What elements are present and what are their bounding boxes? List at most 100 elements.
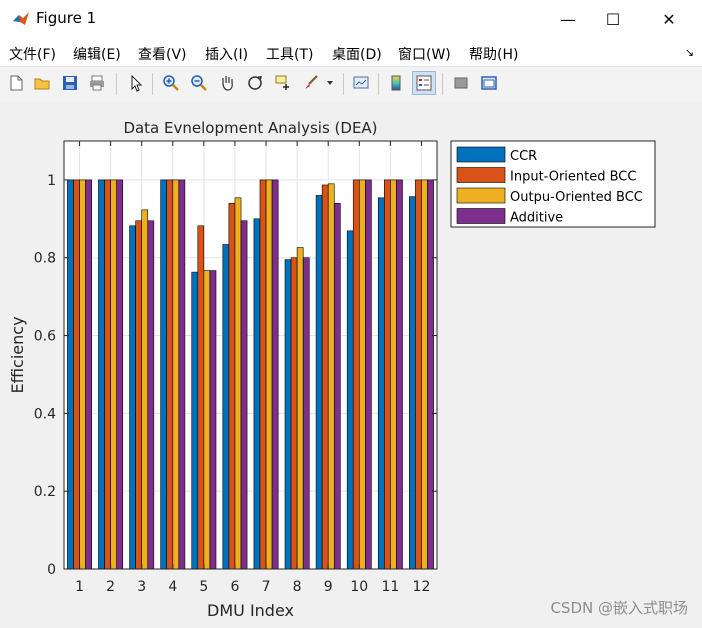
legend-swatch	[456, 167, 506, 183]
colorbar-button[interactable]	[384, 71, 408, 95]
bar[interactable]	[253, 218, 261, 570]
bar[interactable]	[172, 179, 180, 570]
menu-edit[interactable]: 编辑(E)	[73, 47, 121, 63]
pan-button[interactable]	[215, 71, 239, 95]
bar[interactable]	[147, 220, 155, 570]
y-tick-label: 0.2	[34, 484, 56, 500]
bar[interactable]	[141, 209, 149, 570]
legend-entry-label[interactable]: Input-Oriented BCC	[510, 170, 636, 185]
figure-toolbar	[0, 66, 702, 102]
brush-button[interactable]	[299, 71, 323, 95]
bar[interactable]	[265, 179, 273, 570]
menu-help[interactable]: 帮助(H)	[469, 47, 519, 63]
toolbar-separator	[343, 73, 344, 95]
dea-bar-chart[interactable]: 00.20.40.60.811 2 3 4 5 6 7 8 9 10 11 12 Data Evnel…	[0, 101, 702, 628]
pan-hand-icon	[222, 76, 233, 91]
legend-swatch	[456, 187, 506, 204]
bar[interactable]	[290, 257, 298, 570]
y-tick-label: 1	[47, 173, 56, 189]
bar[interactable]	[67, 179, 74, 570]
bar[interactable]	[327, 183, 335, 570]
brush-dropdown-button[interactable]	[323, 71, 337, 95]
rotate-3d-button[interactable]	[243, 71, 267, 95]
print-icon	[90, 75, 104, 91]
bar[interactable]	[321, 184, 329, 570]
data-cursor-button[interactable]	[271, 71, 295, 95]
save-button[interactable]	[58, 71, 82, 95]
open-file-button[interactable]	[30, 71, 54, 95]
bar[interactable]	[284, 259, 292, 570]
bar[interactable]	[234, 197, 242, 570]
bar[interactable]	[191, 271, 199, 570]
legend-entry-label[interactable]: CCR	[510, 149, 537, 164]
zoom-out-button[interactable]	[187, 71, 211, 95]
bar[interactable]	[222, 244, 230, 570]
bar[interactable]	[390, 179, 397, 570]
y-tick-label: 0	[47, 562, 56, 578]
bar[interactable]	[203, 270, 211, 570]
bar[interactable]	[296, 247, 304, 570]
minimize-icon: —	[560, 9, 576, 29]
bar[interactable]	[104, 179, 111, 570]
x-tick-label: 7	[262, 579, 271, 595]
hide-plot-tools-button[interactable]	[449, 71, 473, 95]
legend-entry-label[interactable]: Outpu-Oriented BCC	[510, 190, 643, 205]
legend[interactable]: CCR Input-Oriented BCC Outpu-Oriented BCC A…	[450, 140, 656, 228]
zoom-in-icon	[163, 75, 179, 91]
bar[interactable]	[333, 202, 341, 570]
bar[interactable]	[377, 197, 385, 570]
bar[interactable]	[259, 179, 267, 570]
menu-view[interactable]: 查看(V)	[138, 47, 187, 63]
toolbar-separator	[378, 73, 379, 95]
close-button[interactable]: ✕	[646, 0, 692, 38]
bar[interactable]	[85, 179, 92, 570]
bar[interactable]	[358, 179, 366, 570]
x-tick-label: 8	[293, 579, 302, 595]
bar[interactable]	[421, 179, 428, 570]
bar[interactable]	[346, 230, 354, 570]
menu-overflow-icon[interactable]: ↘	[684, 46, 694, 59]
select-button[interactable]	[124, 71, 148, 95]
bar[interactable]	[98, 179, 105, 570]
bar[interactable]	[415, 179, 422, 570]
bar[interactable]	[209, 270, 217, 570]
zoom-in-button[interactable]	[159, 71, 183, 95]
bar[interactable]	[427, 179, 434, 570]
bar[interactable]	[79, 179, 86, 570]
menu-window[interactable]: 窗口(W)	[398, 47, 451, 63]
bar[interactable]	[228, 202, 236, 570]
bar[interactable]	[135, 220, 143, 570]
bar[interactable]	[352, 179, 360, 570]
x-tick-label: 9	[324, 579, 333, 595]
bar[interactable]	[166, 179, 174, 570]
bar[interactable]	[110, 179, 117, 570]
menu-insert[interactable]: 插入(I)	[205, 47, 249, 63]
bar[interactable]	[73, 179, 80, 570]
print-button[interactable]	[85, 71, 109, 95]
bar[interactable]	[315, 195, 323, 570]
bar[interactable]	[240, 220, 248, 570]
bar[interactable]	[396, 179, 403, 570]
menu-file[interactable]: 文件(F)	[9, 47, 56, 63]
legend-button[interactable]	[412, 71, 436, 95]
bar[interactable]	[365, 179, 372, 570]
new-figure-button[interactable]	[4, 71, 28, 95]
bar[interactable]	[197, 225, 205, 570]
x-tick-label: 10	[350, 579, 368, 595]
link-plot-button[interactable]	[349, 71, 373, 95]
menu-desktop[interactable]: 桌面(D)	[332, 47, 382, 63]
menu-tools[interactable]: 工具(T)	[266, 47, 314, 63]
bar[interactable]	[384, 179, 391, 570]
bar[interactable]	[178, 179, 186, 570]
y-tick-label: 0.4	[34, 406, 56, 422]
bar[interactable]	[160, 179, 168, 570]
bar[interactable]	[116, 179, 124, 570]
show-plot-tools-button[interactable]	[477, 71, 501, 95]
bar[interactable]	[129, 225, 136, 570]
legend-entry-label[interactable]: Additive	[510, 211, 563, 226]
bar[interactable]	[409, 196, 416, 570]
minimize-button[interactable]: —	[545, 0, 591, 38]
bar[interactable]	[271, 179, 279, 570]
bar[interactable]	[302, 257, 310, 570]
maximize-button[interactable]: ☐	[590, 0, 636, 38]
